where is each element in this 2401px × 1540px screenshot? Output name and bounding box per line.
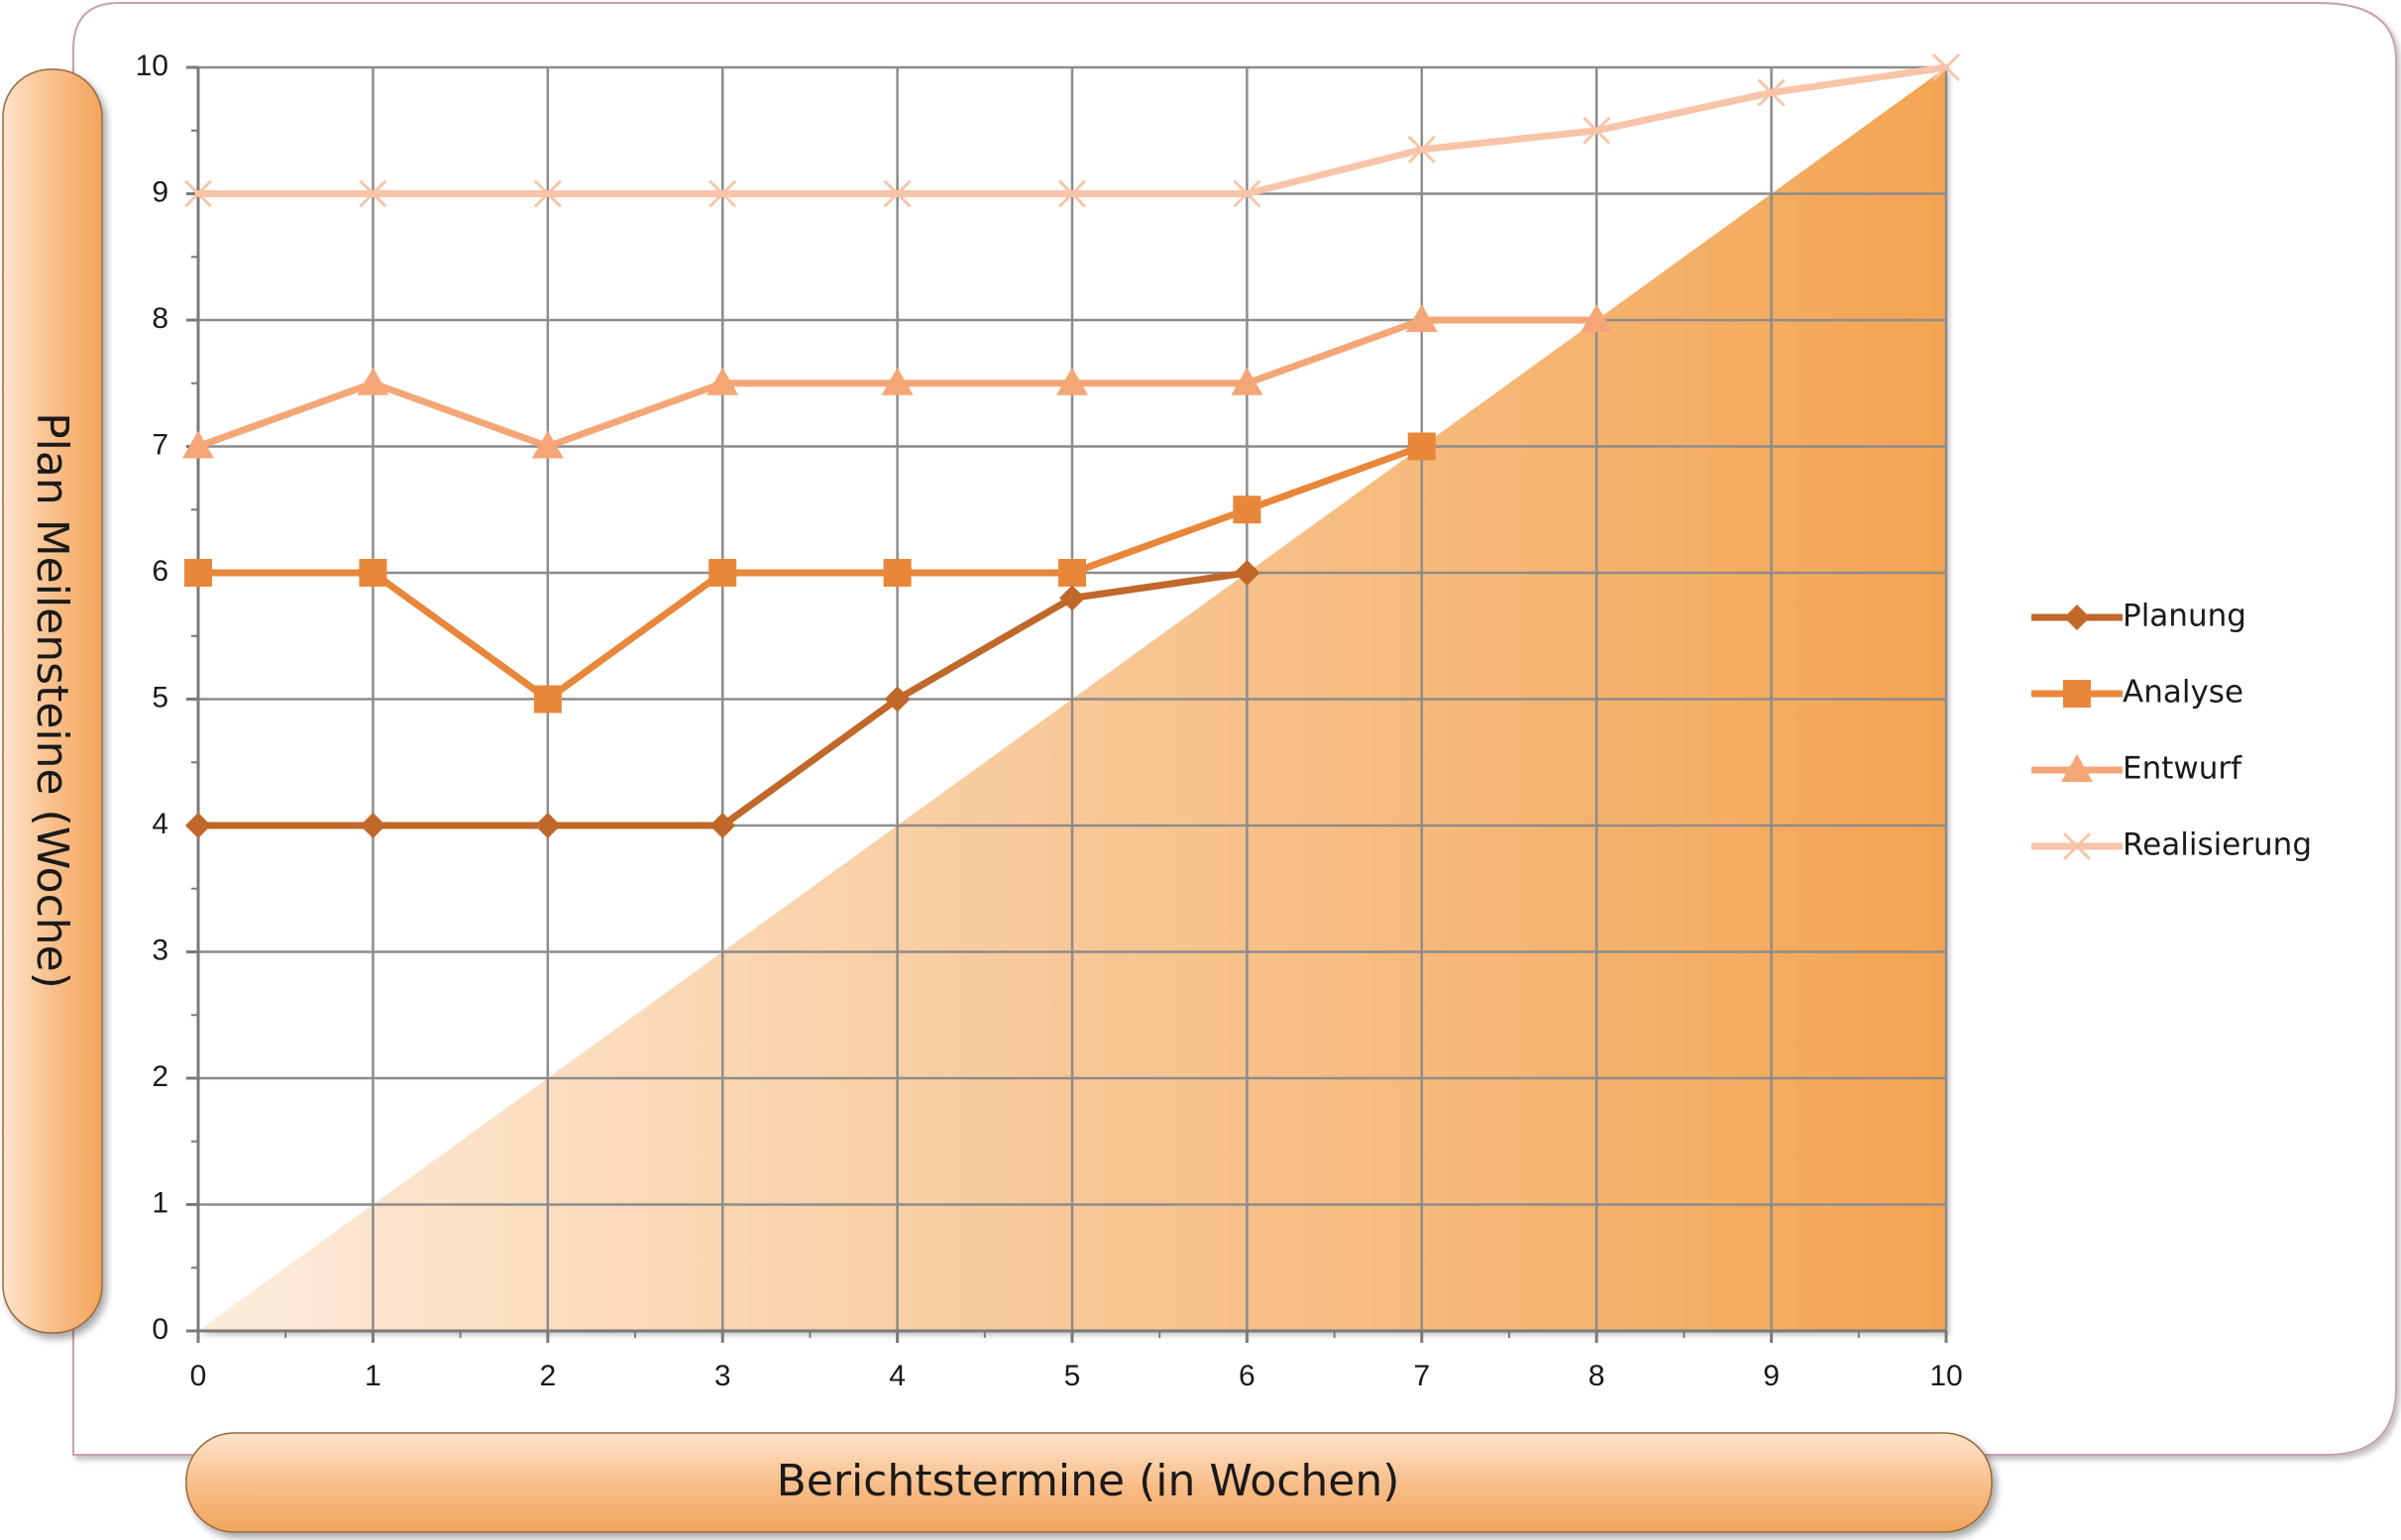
y-axis-title-box: Plan Meilensteine (Woche)	[2, 68, 103, 1334]
x-tick-label: 7	[1413, 1360, 1430, 1392]
legend-label-realisierung: Realisierung	[2123, 827, 2312, 863]
y-tick-label: 8	[152, 302, 168, 335]
y-tick-label: 1	[152, 1186, 168, 1219]
data-point-analyse	[883, 559, 912, 587]
y-tick-label: 5	[152, 681, 168, 714]
data-point-analyse	[1058, 559, 1086, 587]
legend-marker-planung	[2064, 605, 2090, 630]
data-point-planung	[534, 813, 561, 838]
data-point-planung	[1234, 560, 1260, 586]
legend-marker-analyse	[2063, 680, 2091, 708]
legend-label-analyse: Analyse	[2123, 675, 2243, 711]
x-tick-label: 8	[1588, 1360, 1605, 1392]
x-tick-label: 6	[1239, 1360, 1255, 1392]
data-point-planung	[709, 813, 736, 838]
x-tick-label: 3	[714, 1360, 731, 1392]
series-line-analyse	[194, 443, 1426, 703]
data-point-planung	[360, 813, 386, 838]
plot-area: 0 1 2 3 4 5 6 7 8 9 10 0 1 2 3 4 5 6 7 8 9 10	[136, 50, 1963, 1392]
data-point-realisierung	[359, 179, 387, 208]
data-point-entwurf	[1581, 304, 1613, 332]
legend-marker-realisierung	[2062, 831, 2092, 861]
y-axis-title: Plan Meilensteine (Woche)	[27, 412, 77, 989]
legend-marker-entwurf	[2061, 754, 2093, 782]
y-tick-label: 6	[152, 555, 168, 588]
y-tick-label: 10	[136, 50, 168, 82]
axes: 0 1 2 3 4 5 6 7 8 9 10 0 1 2 3 4 5 6 7 8 9 10	[136, 50, 1963, 1392]
data-point-entwurf	[531, 430, 564, 459]
data-point-realisierung	[1057, 179, 1087, 208]
data-point-planung	[185, 813, 211, 838]
y-tick-label: 7	[152, 428, 168, 461]
data-point-realisierung	[1233, 179, 1261, 208]
x-axis-title: Berichtstermine (in Wochen)	[777, 1456, 1400, 1506]
data-point-planung	[1059, 585, 1085, 611]
data-point-entwurf	[182, 430, 214, 459]
x-tick-label: 5	[1064, 1360, 1081, 1392]
data-point-entwurf	[881, 367, 914, 395]
x-tick-label: 9	[1763, 1360, 1780, 1392]
x-tick-label: 10	[1929, 1360, 1962, 1392]
data-point-analyse	[359, 559, 387, 587]
series-lines	[182, 53, 1961, 838]
legend: Planung Analyse Entwurf Realisierung	[2031, 599, 2312, 863]
y-tick-label: 0	[152, 1313, 168, 1346]
data-point-analyse	[1407, 432, 1436, 461]
legend-label-entwurf: Entwurf	[2123, 751, 2242, 787]
data-point-entwurf	[1231, 367, 1263, 395]
data-point-entwurf	[1056, 367, 1088, 395]
data-point-analyse	[1233, 495, 1261, 524]
data-point-entwurf	[707, 367, 739, 395]
x-tick-label: 0	[190, 1360, 207, 1392]
y-tick-label: 4	[152, 808, 168, 840]
data-point-entwurf	[1405, 304, 1438, 332]
x-axis-title-box: Berichtstermine (in Wochen)	[185, 1432, 1993, 1533]
data-point-analyse	[709, 559, 737, 587]
data-point-realisierung	[533, 179, 562, 208]
data-point-realisierung	[1407, 135, 1436, 164]
data-point-planung	[884, 686, 911, 713]
x-tick-label: 1	[365, 1360, 382, 1392]
legend-label-planung: Planung	[2123, 599, 2246, 634]
y-tick-label: 9	[152, 175, 168, 208]
data-point-realisierung	[183, 179, 213, 208]
y-tick-label: 2	[152, 1060, 168, 1093]
x-tick-label: 4	[889, 1360, 906, 1392]
x-tick-label: 2	[539, 1360, 556, 1392]
data-point-realisierung	[883, 179, 912, 208]
data-point-realisierung	[709, 179, 737, 208]
data-point-entwurf	[357, 367, 389, 395]
data-point-realisierung	[1582, 116, 1611, 145]
data-point-realisierung	[1757, 78, 1786, 107]
data-point-analyse	[184, 559, 212, 587]
y-tick-label: 3	[152, 934, 168, 966]
data-point-realisierung	[1931, 53, 1961, 82]
data-point-analyse	[533, 685, 562, 714]
